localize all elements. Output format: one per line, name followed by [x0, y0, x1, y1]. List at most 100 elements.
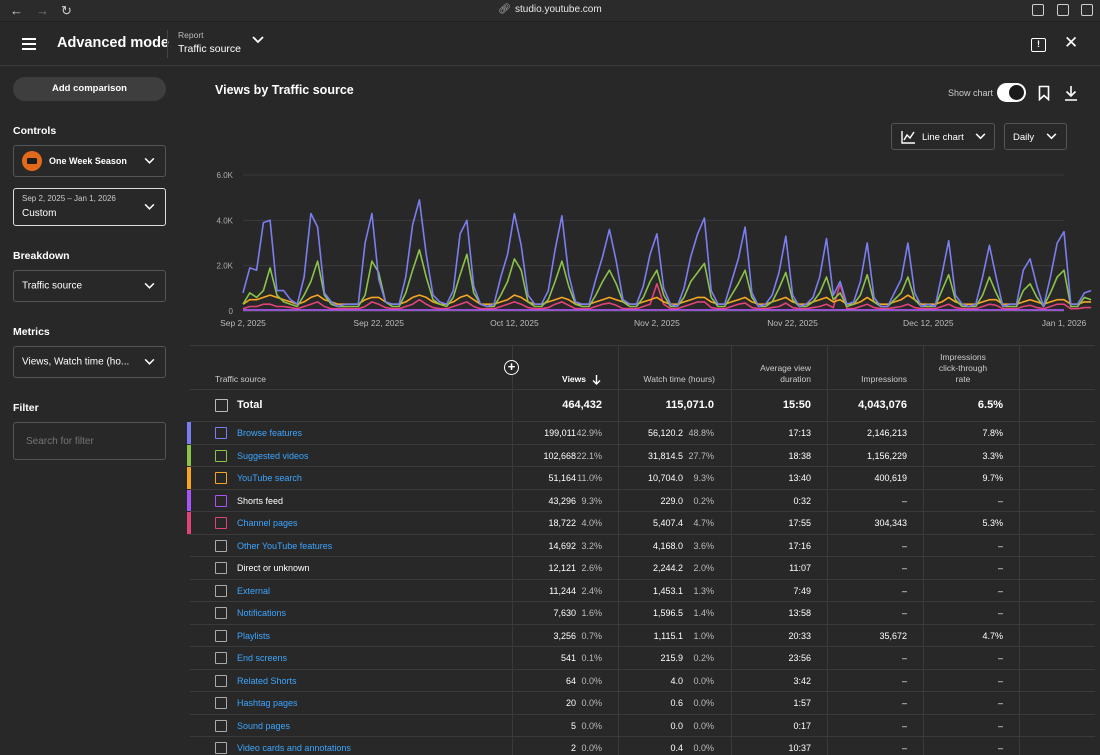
url-text: studio.youtube.com [514, 4, 602, 15]
watch-time-value: 10,704.0 [647, 473, 683, 483]
bookmark-icon[interactable] [1038, 85, 1050, 101]
series-line-youtube-search[interactable] [242, 294, 1092, 305]
avd-value: 17:16 [788, 540, 811, 551]
col-header-source[interactable]: Traffic source [215, 374, 267, 384]
row-checkbox[interactable] [215, 742, 227, 754]
address-bar[interactable]: 🔗︎ studio.youtube.com [0, 4, 1100, 15]
sort-descending-icon[interactable] [592, 374, 601, 385]
feedback-icon[interactable]: ! [1031, 38, 1046, 52]
row-checkbox[interactable] [215, 562, 227, 574]
breakdown-select[interactable]: Traffic source [13, 270, 166, 302]
breakdown-label: Breakdown [13, 250, 70, 262]
chart-type-select[interactable]: Line chart [891, 123, 995, 150]
total-impressions: 4,043,076 [858, 399, 907, 411]
ctr-value: – [997, 495, 1003, 506]
x-tick-label: Jan 1, 2026 [1042, 318, 1087, 328]
controls-label: Controls [13, 125, 57, 137]
sidebar-toggle-icon[interactable] [1081, 4, 1093, 16]
watch-time-value: 56,120.2 [647, 428, 683, 438]
series-color-strip [187, 512, 191, 534]
traffic-source-name[interactable]: Other YouTube features [237, 540, 333, 551]
show-chart-label: Show chart [948, 88, 994, 98]
traffic-source-name[interactable]: Sound pages [237, 720, 291, 731]
show-chart-toggle[interactable] [997, 83, 1026, 102]
traffic-source-name[interactable]: Browse features [237, 428, 303, 438]
avd-value: 11:07 [789, 563, 811, 573]
column-divider [827, 345, 828, 755]
row-checkbox[interactable] [215, 449, 227, 462]
traffic-source-name[interactable]: Hashtag pages [237, 698, 298, 708]
row-checkbox[interactable] [215, 539, 227, 552]
extension-icon[interactable] [1032, 4, 1044, 16]
ctr-value: – [997, 698, 1003, 708]
series-line-browse-features[interactable] [242, 199, 1092, 308]
traffic-source-name: Shorts feed [237, 495, 284, 506]
col-header-avd[interactable]: Average view duration [731, 363, 811, 385]
watch-time-percent: 0.2% [693, 495, 714, 506]
download-icon[interactable] [1064, 85, 1078, 101]
series-line-channel-pages[interactable] [242, 283, 1092, 310]
row-checkbox[interactable] [215, 517, 227, 529]
row-checkbox[interactable] [215, 652, 227, 664]
watch-time-value: 0.4 [670, 743, 683, 753]
reader-icon[interactable] [1057, 4, 1069, 16]
column-divider [923, 345, 924, 755]
close-icon[interactable]: ✕ [1064, 33, 1079, 52]
forward-icon[interactable]: → [36, 3, 49, 18]
row-checkbox[interactable] [215, 607, 227, 619]
avd-value: 13:40 [788, 473, 811, 483]
traffic-source-name[interactable]: External [237, 585, 271, 596]
watch-time-value: 0.0 [670, 720, 683, 731]
add-comparison-button[interactable]: Add comparison [13, 77, 166, 101]
row-checkbox[interactable] [215, 697, 227, 709]
ctr-value: – [997, 585, 1003, 596]
metrics-select[interactable]: Views, Watch time (ho... [13, 346, 166, 378]
avd-value: 13:58 [788, 608, 811, 618]
avd-value: 0:32 [793, 495, 811, 506]
col-header-ctr-line2: click-through [938, 363, 988, 373]
watch-time-value: 31,814.5 [647, 450, 683, 461]
col-header-avd-line2: duration [780, 374, 811, 384]
row-checkbox[interactable] [215, 629, 227, 642]
table-row: Channel pages 18,722 4.0% 5,407.4 4.7% 17:55 3… [187, 512, 1095, 535]
traffic-source-name[interactable]: Related Shorts [237, 675, 297, 686]
table-row: Direct or unknown 12,121 2.6% 2,244.2 2.0% 11… [190, 557, 1095, 580]
row-checkbox[interactable] [215, 674, 227, 687]
col-header-impressions[interactable]: Impressions [861, 374, 907, 384]
impressions-value: 35,672 [879, 630, 907, 641]
col-header-views[interactable]: Views [562, 374, 586, 384]
chevron-down-icon [1046, 133, 1057, 140]
col-header-watch-time[interactable]: Watch time (hours) [643, 374, 715, 384]
row-checkbox[interactable] [215, 427, 227, 439]
traffic-source-name[interactable]: YouTube search [237, 473, 302, 483]
menu-icon[interactable] [22, 38, 36, 50]
col-header-ctr[interactable]: Impressions click-through rate [923, 352, 1003, 385]
back-icon[interactable]: ← [10, 3, 23, 18]
table-header: Traffic source Views Watch time (hours) … [190, 346, 1095, 390]
traffic-source-name[interactable]: Playlists [237, 630, 271, 641]
traffic-source-name[interactable]: End screens [237, 653, 288, 663]
row-checkbox[interactable] [215, 472, 227, 484]
traffic-source-name[interactable]: Suggested videos [237, 450, 309, 461]
channel-select[interactable]: One Week Season [13, 145, 166, 177]
reload-icon[interactable]: ↻ [61, 3, 72, 18]
row-checkbox[interactable] [215, 494, 227, 507]
traffic-source-name[interactable]: Video cards and annotations [237, 743, 351, 753]
granularity-select[interactable]: Daily [1004, 123, 1067, 150]
ctr-value: – [997, 608, 1003, 618]
impressions-value: – [901, 653, 907, 663]
row-checkbox[interactable] [215, 719, 227, 732]
table-row: Hashtag pages 20 0.0% 0.6 0.0% 1:57 – – [190, 692, 1095, 715]
ctr-value: – [997, 540, 1003, 551]
impressions-value: – [901, 698, 907, 708]
date-range-select[interactable]: Sep 2, 2025 – Jan 1, 2026 Custom [13, 188, 166, 226]
row-checkbox[interactable] [215, 584, 227, 597]
traffic-source-name[interactable]: Notifications [237, 608, 287, 618]
series-color-strip [187, 489, 191, 511]
ctr-value: – [997, 675, 1003, 686]
add-metric-column-icon[interactable]: + [504, 360, 519, 375]
traffic-source-name[interactable]: Channel pages [237, 518, 298, 528]
total-checkbox[interactable] [215, 399, 228, 412]
filter-search-input[interactable] [13, 422, 166, 460]
traffic-source-name: Direct or unknown [237, 563, 310, 573]
